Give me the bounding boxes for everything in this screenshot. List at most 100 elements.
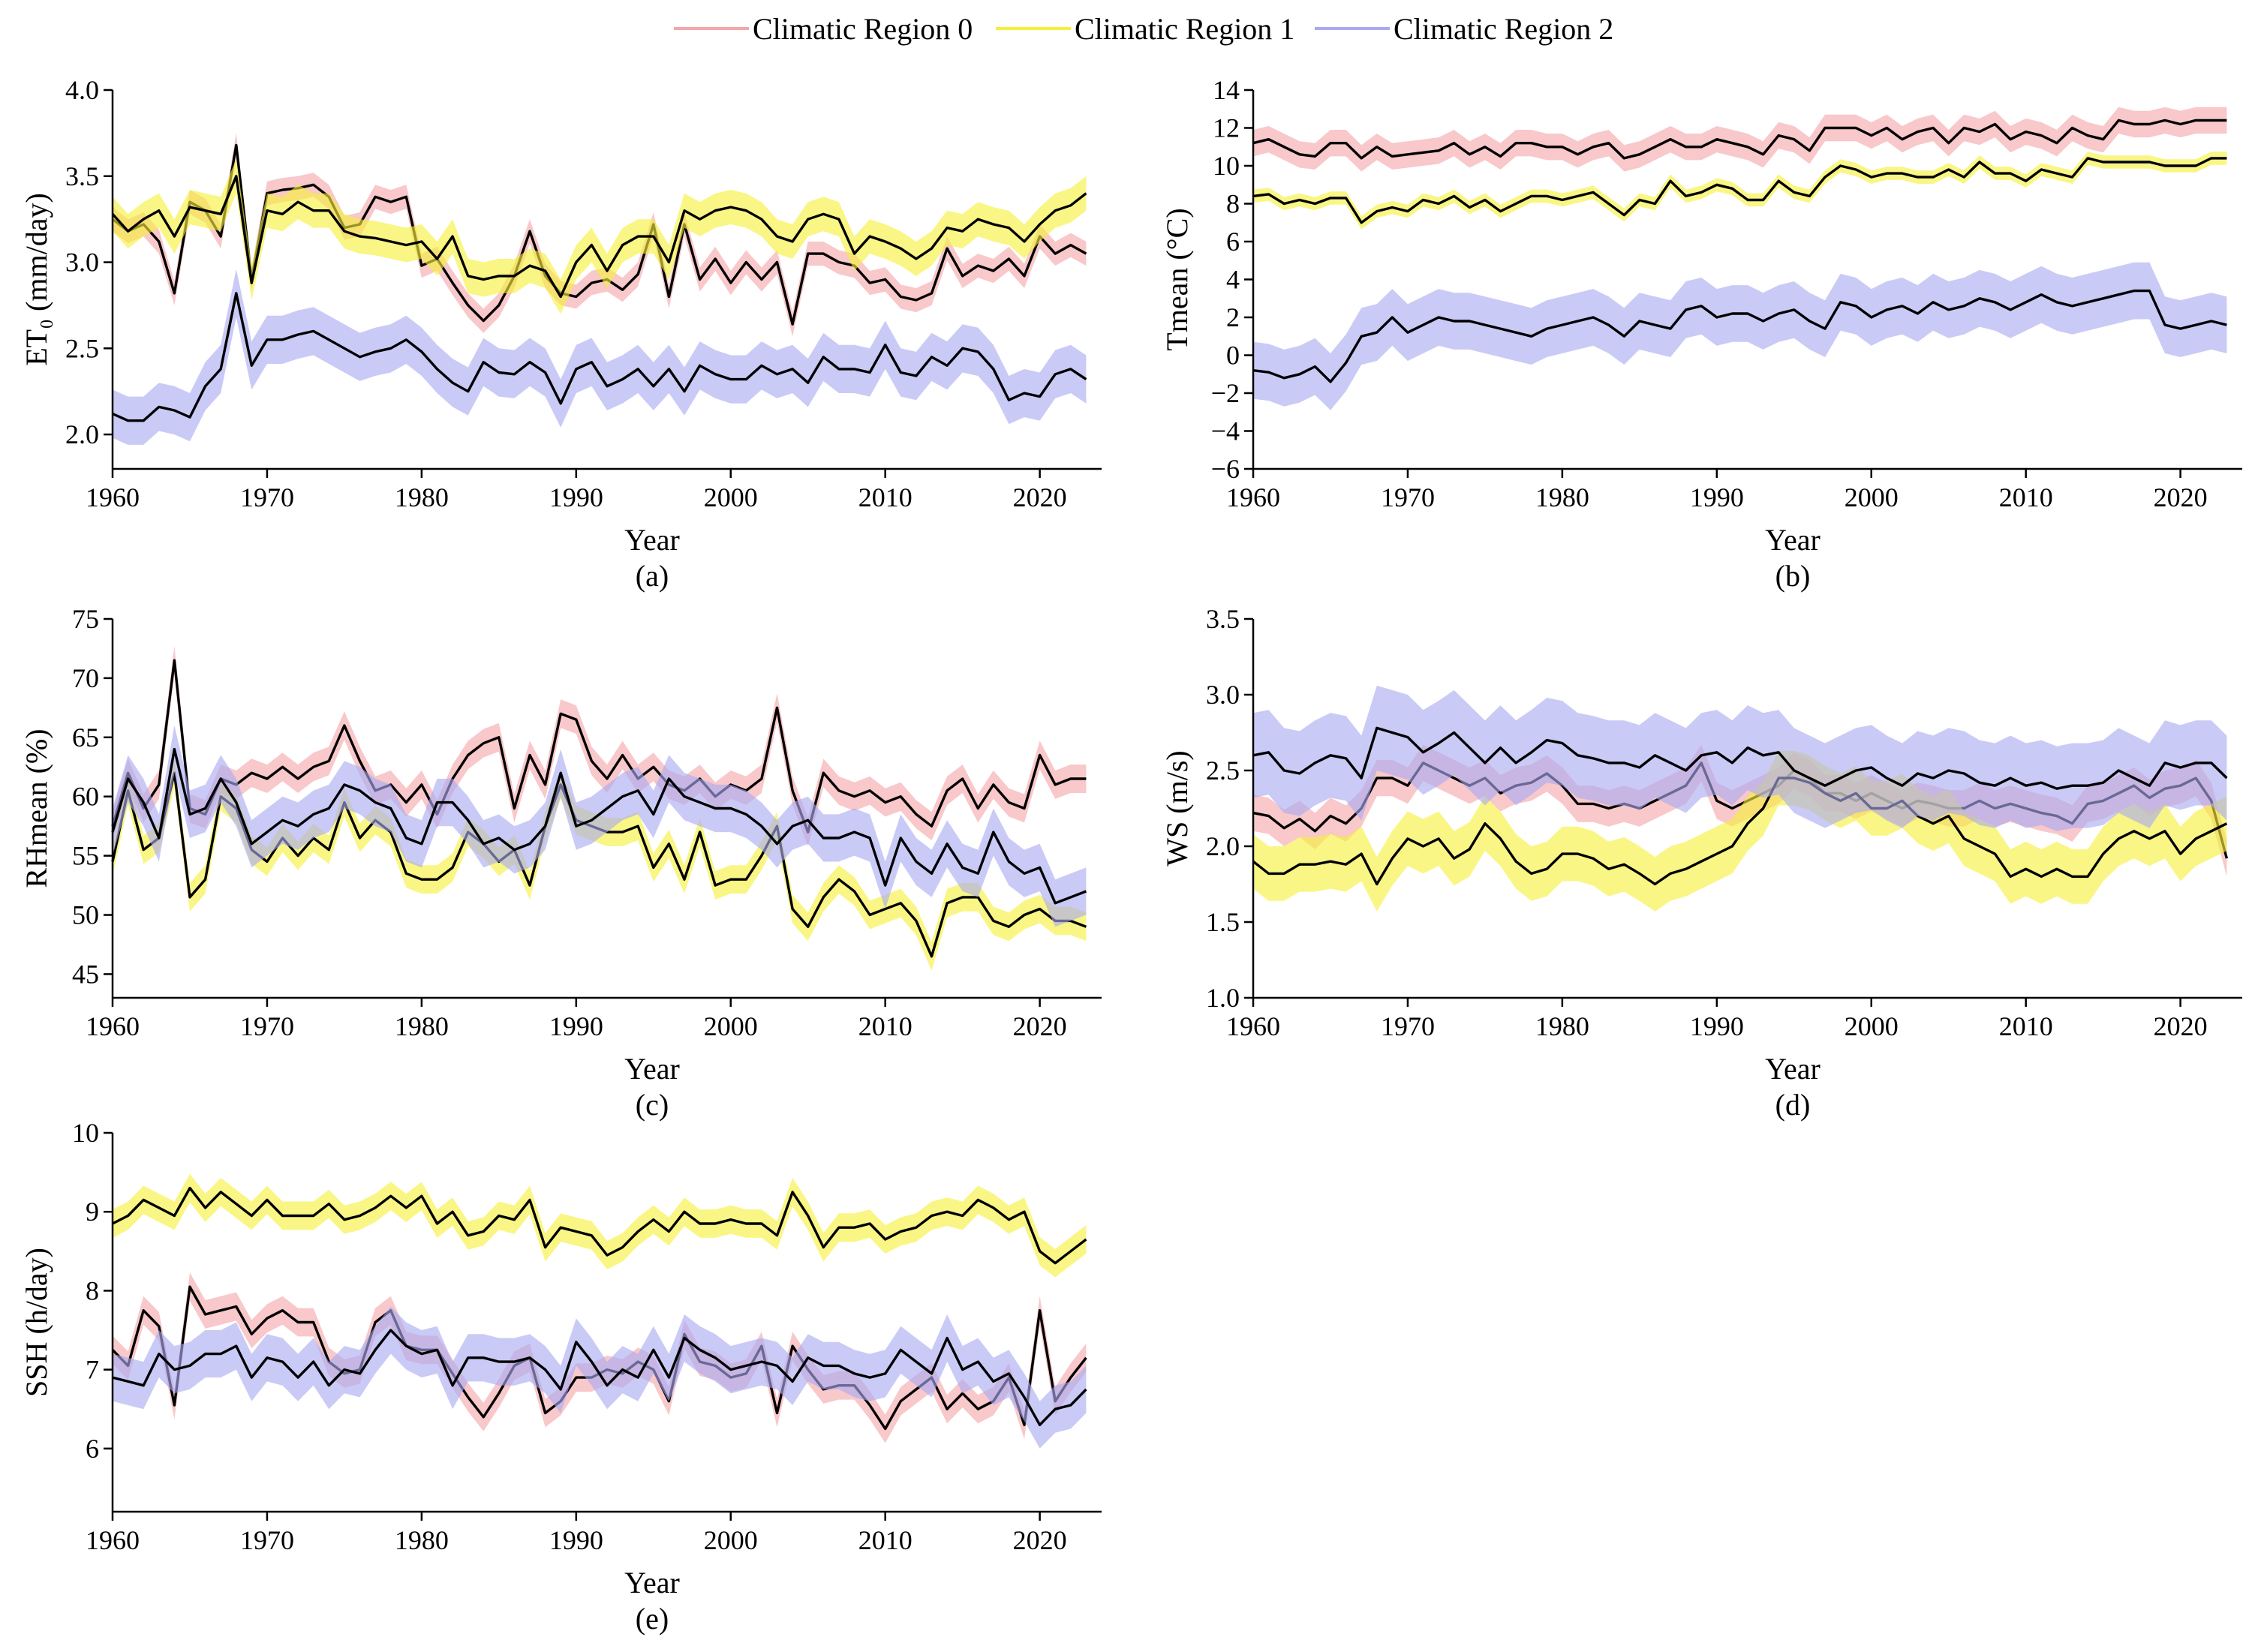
series-line-0 xyxy=(111,143,1087,326)
x-tick-label: 1980 xyxy=(395,1525,449,1555)
legend-label-1: Climatic Region 1 xyxy=(1075,12,1294,46)
series-line-1 xyxy=(111,175,1087,299)
legend-label-2: Climatic Region 2 xyxy=(1394,12,1613,46)
y-tick-label: 12 xyxy=(1213,113,1240,143)
x-tick-label: 2000 xyxy=(704,1011,758,1041)
y-tick-label: 10 xyxy=(72,1118,99,1148)
x-tick-label: 1960 xyxy=(86,1525,140,1555)
x-tick-label: 1970 xyxy=(1381,1011,1435,1041)
y-tick-label: 6 xyxy=(86,1434,99,1464)
x-axis-title: Year xyxy=(1765,523,1821,557)
y-tick-label: 10 xyxy=(1213,151,1240,181)
series-band-2 xyxy=(113,725,1087,927)
legend-entry-0: Climatic Region 0 xyxy=(674,12,973,46)
x-tick-label: 1980 xyxy=(1535,1011,1589,1041)
y-tick-label: 75 xyxy=(72,604,99,634)
x-tick-label: 1970 xyxy=(240,1525,294,1555)
series-group xyxy=(1252,685,2229,912)
panel-label: (d) xyxy=(1775,1088,1811,1122)
series-line-2 xyxy=(1252,289,2227,383)
y-tick-label: 2.5 xyxy=(65,333,99,363)
x-tick-label: 2020 xyxy=(2154,1011,2208,1041)
series-line-1 xyxy=(112,1186,1087,1265)
chart-panel-d: 1960 1970 1980 1990 2000 2010 2020 1.0 1.5 2.0 2.5… xyxy=(1160,604,2242,1122)
series-group xyxy=(111,1173,1087,1449)
y-tick-label: −4 xyxy=(1211,416,1240,446)
y-tick-label: 2 xyxy=(1226,302,1240,332)
series-line-0 xyxy=(111,659,1087,834)
y-tick-label: 45 xyxy=(72,959,99,989)
series-group xyxy=(111,646,1087,971)
x-tick-label: 1990 xyxy=(1690,1011,1744,1041)
x-tick-label: 1990 xyxy=(549,482,603,512)
x-axis-title: Year xyxy=(624,1052,680,1086)
chart-panel-c: 1960 1970 1980 1990 2000 2010 2020 45 50 55 60 65 70… xyxy=(20,604,1102,1122)
y-tick-label: 7 xyxy=(86,1355,99,1385)
y-axis-title: WS (m/s) xyxy=(1160,750,1194,866)
y-tick-label: 3.5 xyxy=(65,161,99,191)
chart-panel-e: 1960 1970 1980 1990 2000 2010 2020 6 7 8 9 10 Year SS… xyxy=(20,1118,1102,1635)
x-tick-label: 1980 xyxy=(395,482,449,512)
y-tick-label: 2.5 xyxy=(1206,755,1240,785)
x-tick-label: 2000 xyxy=(1845,482,1899,512)
legend-entry-2: Climatic Region 2 xyxy=(1315,12,1613,46)
y-tick-label: 3.0 xyxy=(65,248,99,278)
y-tick-label: 1.0 xyxy=(1206,983,1240,1013)
y-tick-label: 8 xyxy=(86,1275,99,1305)
y-tick-label: 8 xyxy=(1226,189,1240,219)
legend-label-0: Climatic Region 0 xyxy=(753,12,973,46)
x-tick-label: 1960 xyxy=(1226,482,1280,512)
y-tick-label: 3.0 xyxy=(1206,680,1240,710)
x-tick-label: 1960 xyxy=(1226,1011,1280,1041)
series-line-2 xyxy=(111,747,1087,905)
x-axis-title: Year xyxy=(1765,1052,1821,1086)
y-tick-label: 4 xyxy=(1226,265,1240,295)
x-tick-label: 1990 xyxy=(1690,482,1744,512)
chart-panel-a: 1960 1970 1980 1990 2000 2010 2020 2.0 2.5 3.0 3.5… xyxy=(20,75,1102,593)
series-line-2 xyxy=(112,292,1087,422)
x-axis-title: Year xyxy=(624,523,680,557)
x-tick-label: 1990 xyxy=(549,1525,603,1555)
series-band-2 xyxy=(113,1306,1087,1449)
x-tick-label: 1970 xyxy=(240,1011,294,1041)
y-tick-label: −6 xyxy=(1211,454,1240,484)
panel-label: (e) xyxy=(636,1602,669,1635)
x-tick-label: 2010 xyxy=(858,1011,913,1041)
y-axis-title: Tmean (°C) xyxy=(1160,208,1194,350)
y-axis-title: ET₀ (mm/day) xyxy=(20,193,53,366)
y-axis-title: RHmean (%) xyxy=(20,728,53,888)
y-tick-label: 1.5 xyxy=(1206,907,1240,937)
panel-label: (c) xyxy=(636,1088,669,1122)
y-tick-label: 65 xyxy=(72,722,99,752)
y-tick-label: 70 xyxy=(72,663,99,693)
y-tick-label: −2 xyxy=(1211,378,1240,408)
x-tick-label: 2000 xyxy=(704,482,758,512)
x-tick-label: 2010 xyxy=(858,482,913,512)
x-axis-title: Year xyxy=(624,1566,680,1599)
series-band-1 xyxy=(113,158,1087,314)
series-group xyxy=(1252,107,2227,410)
series-band-1 xyxy=(1253,750,2227,912)
panel-label: (a) xyxy=(636,559,669,593)
y-tick-label: 50 xyxy=(72,900,99,930)
series-band-2 xyxy=(113,269,1087,445)
series-line-1 xyxy=(1252,157,2227,224)
series-band-2 xyxy=(1253,685,2227,831)
x-tick-label: 2010 xyxy=(1999,1011,2053,1041)
legend: Climatic Region 0 Climatic Region 1 Clim… xyxy=(674,12,1613,46)
y-tick-label: 9 xyxy=(86,1197,99,1227)
series-band-2 xyxy=(1253,262,2227,410)
x-tick-label: 1960 xyxy=(86,482,140,512)
x-tick-label: 1970 xyxy=(240,482,294,512)
x-tick-label: 2000 xyxy=(704,1525,758,1555)
chart-panel-b: 1960 1970 1980 1990 2000 2010 2020 −6 −4 −2 0 2 4 6 8 1… xyxy=(1160,75,2242,593)
y-tick-label: 14 xyxy=(1213,75,1240,105)
x-tick-label: 1990 xyxy=(549,1011,603,1041)
y-axis-title: SSH (h/day) xyxy=(20,1248,53,1397)
panel-label: (b) xyxy=(1775,559,1811,593)
y-tick-label: 2.0 xyxy=(65,419,99,449)
legend-entry-1: Climatic Region 1 xyxy=(996,12,1294,46)
x-tick-label: 2020 xyxy=(2154,482,2208,512)
x-tick-label: 2000 xyxy=(1845,1011,1899,1041)
series-group xyxy=(111,133,1087,445)
